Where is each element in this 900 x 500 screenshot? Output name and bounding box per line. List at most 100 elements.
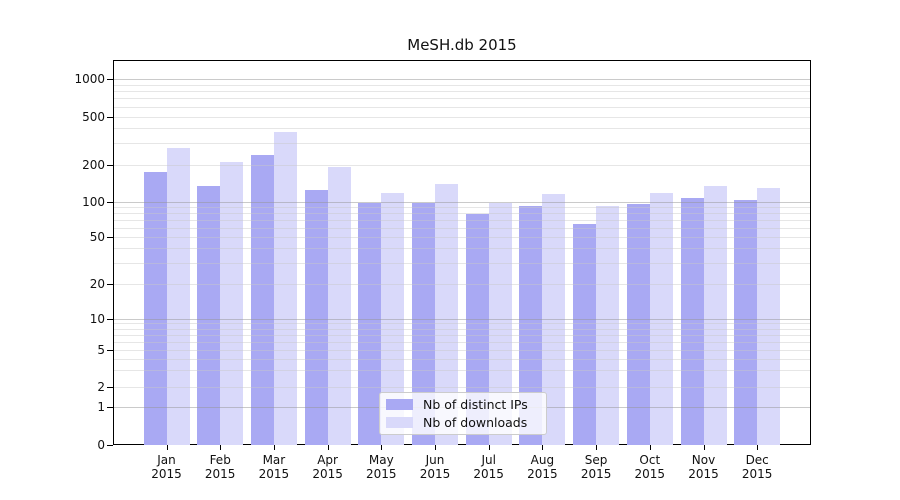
x-tick-year: 2015	[151, 467, 182, 481]
y-tick-mark-0	[107, 445, 113, 446]
gridline-y-3	[114, 370, 810, 371]
gridline-y-20	[114, 284, 810, 285]
x-tick-month: Nov	[691, 453, 716, 467]
gridline-y-40	[114, 248, 810, 249]
x-tick-month: Jul	[481, 453, 496, 467]
x-tick-label-mar: Mar 2015	[242, 453, 306, 481]
gridline-y-8	[114, 329, 810, 330]
gridline-y-600	[114, 107, 810, 108]
y-tick-label-1: 1	[97, 400, 105, 415]
y-tick-mark-100	[107, 202, 113, 203]
x-tick-label-may: May 2015	[349, 453, 413, 481]
grid-layer	[114, 61, 810, 444]
x-tick-year: 2015	[580, 467, 612, 481]
x-tick-label-oct: Oct 2015	[618, 453, 682, 481]
gridline-y-6	[114, 342, 810, 343]
bars-layer	[114, 61, 810, 445]
gridline-y-60	[114, 228, 810, 229]
gridline-y-7	[114, 335, 810, 336]
x-tick-month: Oct	[639, 453, 661, 467]
bar-distinct-ips-jul	[465, 213, 489, 445]
x-tick-label-apr: Apr 2015	[296, 453, 360, 481]
bar-downloads-feb	[220, 161, 244, 445]
x-tick-mark-jun	[435, 445, 436, 450]
x-tick-label-nov: Nov 2015	[672, 453, 736, 481]
bar-distinct-ips-aug	[519, 205, 543, 445]
y-tick-mark-1	[107, 407, 113, 408]
x-tick-label-dec: Dec 2015	[725, 453, 789, 481]
legend-label-distinct-ips: Nb of distinct IPs	[423, 396, 528, 412]
gridline-y-50	[114, 237, 810, 238]
y-tick-label-20: 20	[89, 277, 105, 291]
gridline-y-70	[114, 220, 810, 221]
x-tick-mark-feb	[220, 445, 221, 450]
gridline-y-30	[114, 263, 810, 264]
y-tick-label-50: 50	[89, 229, 105, 244]
bar-distinct-ips-jan	[143, 171, 167, 445]
x-tick-month: May	[368, 453, 394, 467]
legend-item-downloads: Nb of downloads	[386, 415, 540, 430]
x-tick-month: Aug	[530, 453, 555, 467]
x-tick-year: 2015	[366, 467, 397, 481]
gridline-y-500	[114, 117, 810, 118]
bar-distinct-ips-jun	[412, 203, 435, 445]
chart-title: MeSH.db 2015	[407, 36, 517, 54]
gridline-y-1000	[114, 79, 810, 80]
x-tick-label-jan: Jan 2015	[135, 453, 199, 481]
x-tick-year: 2015	[741, 467, 773, 481]
x-tick-mark-mar	[274, 445, 275, 450]
legend-swatch-downloads	[386, 417, 413, 429]
x-tick-month: Feb	[209, 453, 231, 467]
bar-downloads-jul	[488, 202, 512, 445]
bar-distinct-ips-apr	[304, 189, 328, 445]
gridline-y-4	[114, 359, 810, 360]
legend-swatch-distinct-ips	[386, 398, 413, 410]
bar-downloads-mar	[273, 131, 297, 445]
x-tick-label-jun: Jun 2015	[403, 453, 467, 481]
y-tick-label-1000: 1000	[74, 72, 105, 86]
gridline-y-5	[114, 350, 810, 351]
y-tick-mark-500	[107, 117, 113, 118]
bar-distinct-ips-sep	[573, 223, 597, 445]
x-tick-month: Mar	[262, 453, 286, 467]
x-tick-year: 2015	[312, 467, 343, 481]
gridline-y-9	[114, 323, 810, 324]
gridline-y-800	[114, 91, 810, 92]
legend-label-downloads: Nb of downloads	[423, 415, 528, 431]
bar-downloads-apr	[327, 166, 351, 445]
x-tick-year: 2015	[258, 467, 290, 481]
y-tick-label-5: 5	[97, 343, 105, 357]
gridline-y-300	[114, 143, 810, 144]
gridline-y-2	[114, 387, 810, 388]
y-tick-mark-20	[107, 284, 113, 285]
gridline-y-80	[114, 213, 810, 214]
legend-item-distinct-ips: Nb of distinct IPs	[386, 397, 540, 412]
x-tick-year: 2015	[527, 467, 558, 481]
y-tick-mark-5	[107, 350, 113, 351]
x-tick-month: Apr	[317, 453, 338, 467]
bar-downloads-jan	[166, 148, 190, 445]
y-tick-label-500: 500	[82, 109, 105, 124]
bar-distinct-ips-nov	[680, 198, 704, 445]
x-tick-month: Sep	[584, 453, 608, 467]
y-tick-mark-200	[107, 165, 113, 166]
x-tick-mark-sep	[596, 445, 597, 450]
bar-distinct-ips-feb	[197, 185, 221, 445]
gridline-y-900	[114, 85, 810, 86]
x-tick-label-feb: Feb 2015	[188, 453, 252, 481]
bar-distinct-ips-oct	[626, 203, 650, 445]
y-tick-mark-50	[107, 237, 113, 238]
bar-distinct-ips-dec	[734, 200, 758, 445]
gridline-y-200	[114, 165, 810, 166]
bar-distinct-ips-may	[358, 202, 382, 445]
gridline-y-700	[114, 98, 810, 99]
bar-downloads-sep	[596, 206, 620, 445]
x-tick-year: 2015	[473, 467, 504, 481]
x-tick-label-aug: Aug 2015	[510, 453, 574, 481]
gridline-y-100	[114, 202, 810, 203]
y-tick-mark-1000	[107, 79, 113, 80]
y-tick-label-0: 0	[97, 438, 105, 452]
plot-area	[113, 60, 811, 445]
legend: Nb of distinct IPs Nb of downloads	[379, 392, 547, 435]
